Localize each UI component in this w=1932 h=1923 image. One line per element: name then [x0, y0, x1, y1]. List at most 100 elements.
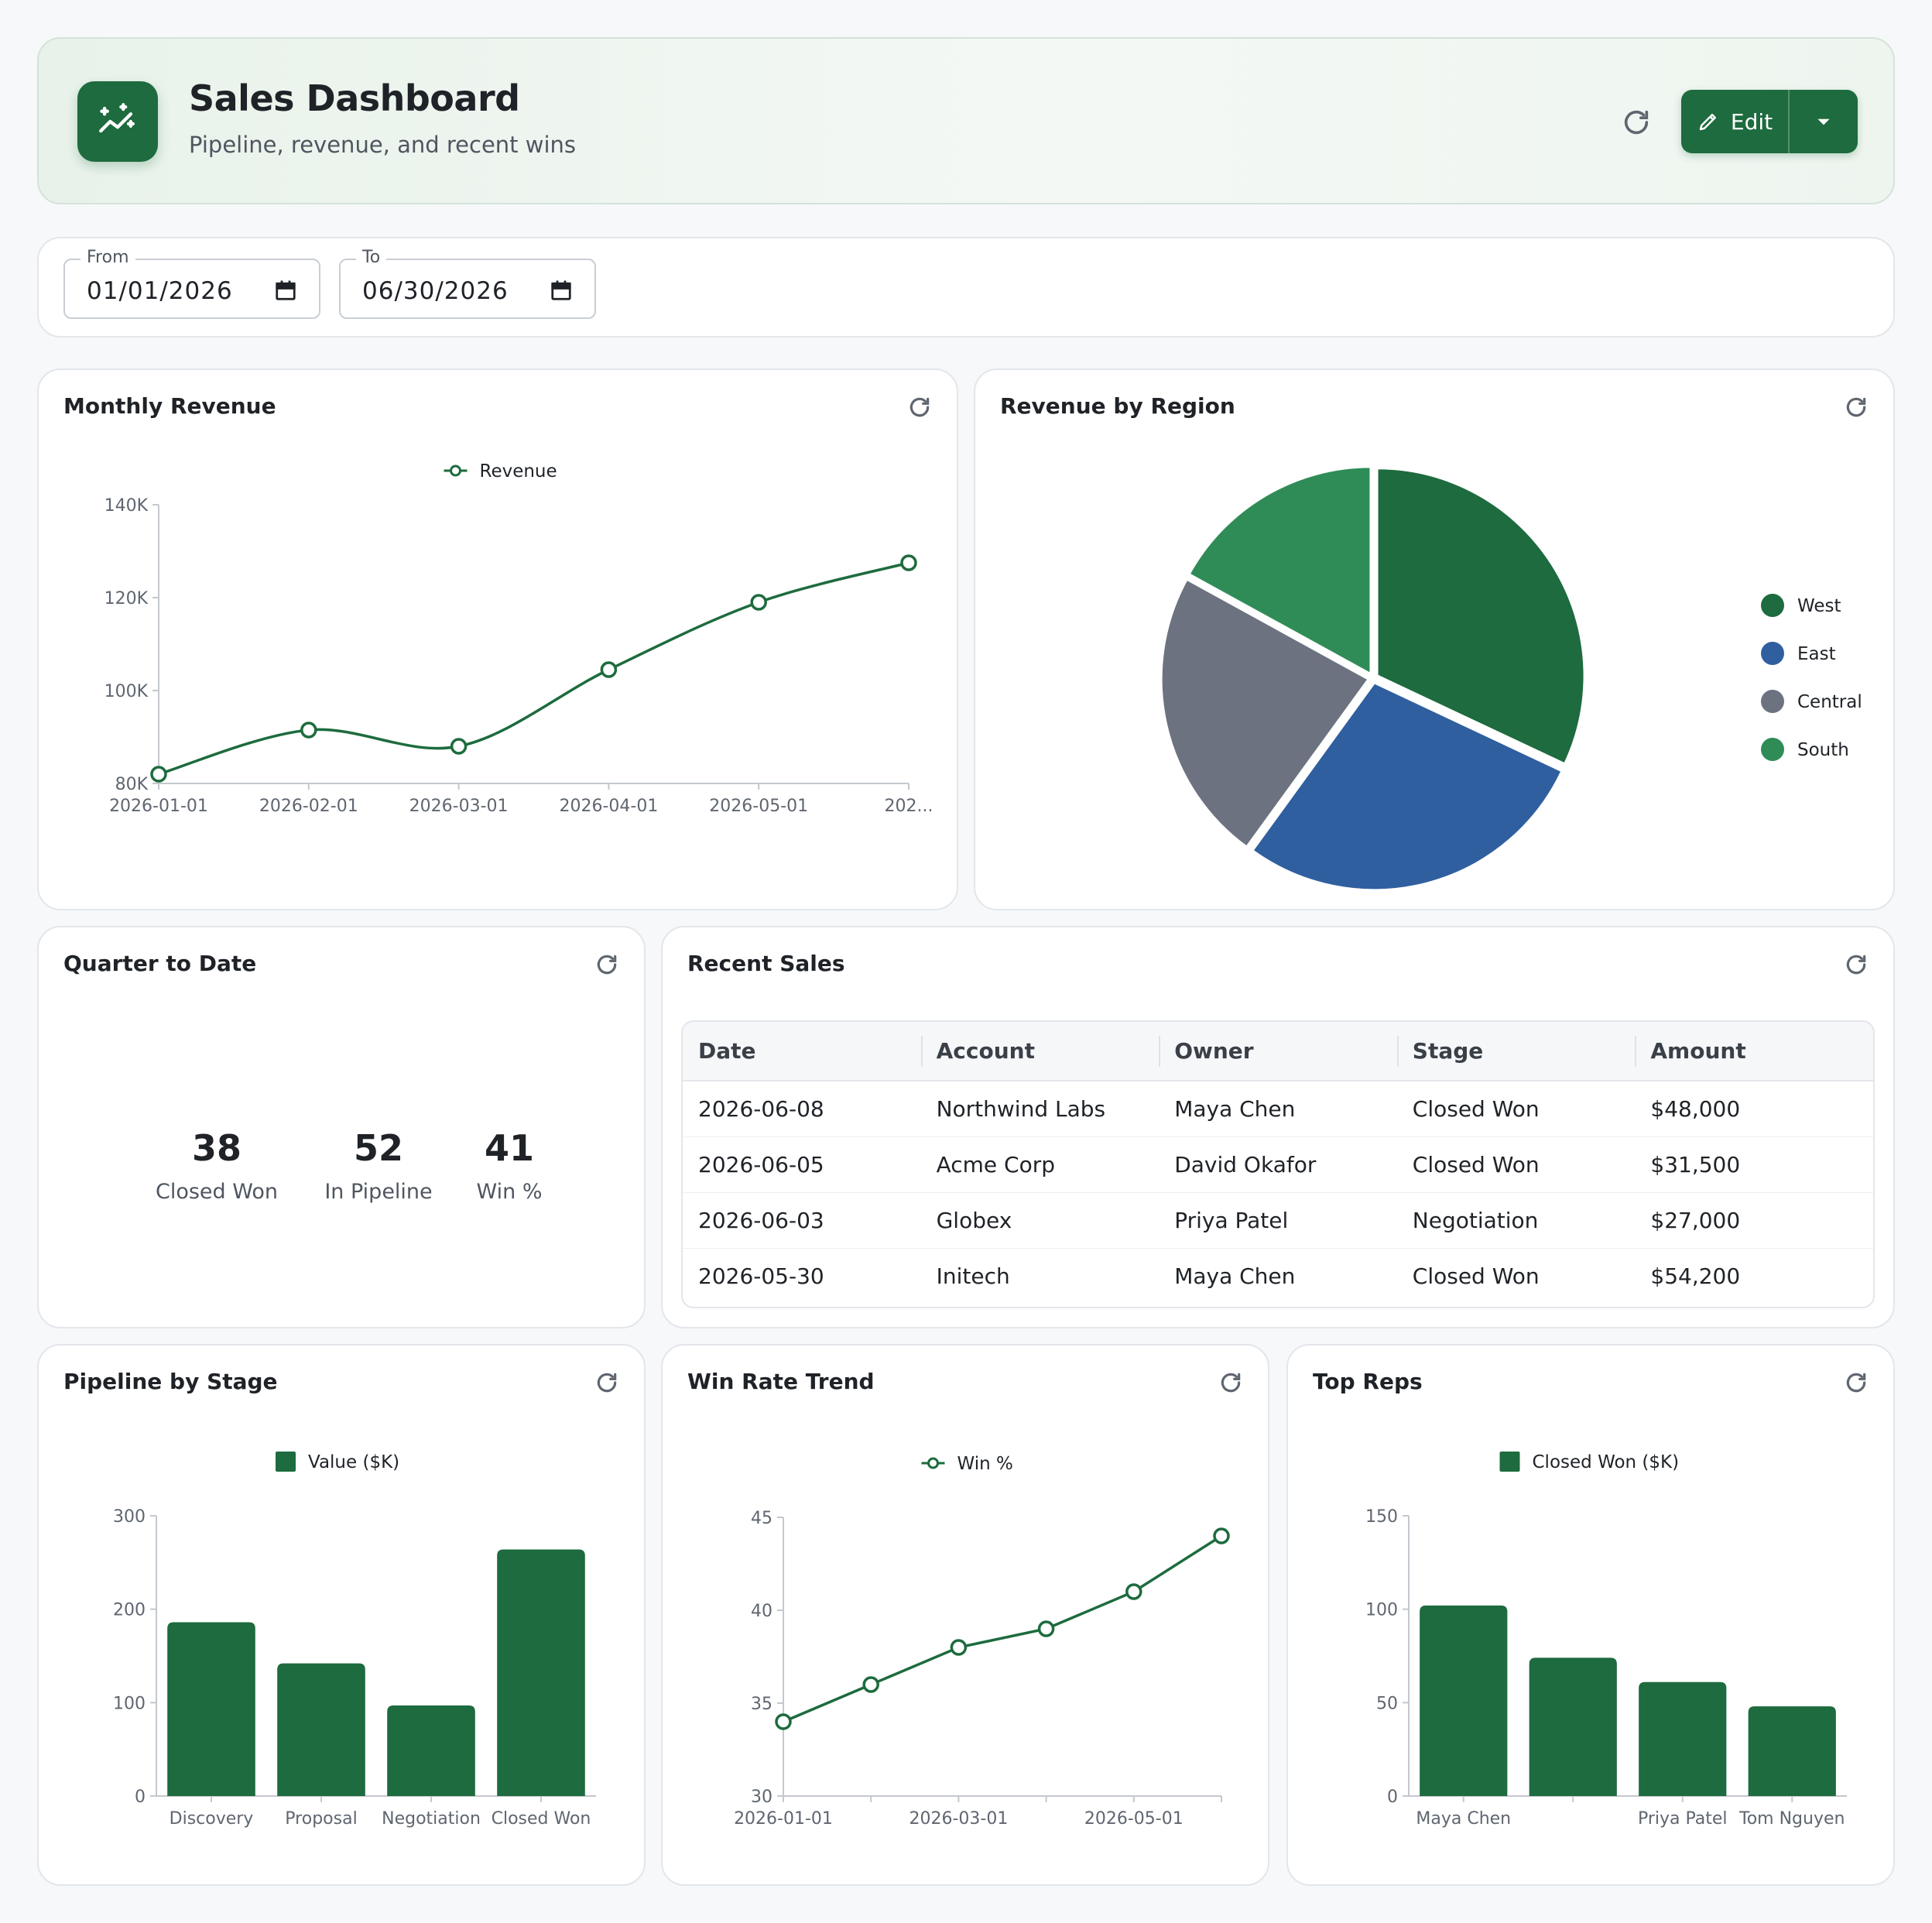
y-tick-label: 100K	[104, 682, 149, 701]
legend-swatch	[1761, 690, 1784, 713]
table-header-row: Date Account Owner Stage Amount	[683, 1022, 1873, 1081]
series-line	[158, 561, 909, 776]
legend-label: Win %	[957, 1454, 1013, 1474]
column-header-account[interactable]: Account	[920, 1022, 1160, 1081]
edit-button[interactable]: Edit	[1681, 90, 1790, 153]
to-date-value: 06/30/2026	[362, 277, 509, 305]
refresh-icon[interactable]	[1842, 1369, 1870, 1397]
kpi-win-percent: 41 Win %	[463, 1127, 556, 1204]
recent-sales-table: Date Account Owner Stage Amount 2026-06-…	[681, 1020, 1875, 1308]
table-row[interactable]: 2026-06-05 Acme Corp David Okafor Closed…	[683, 1136, 1873, 1193]
cell-amount: $48,000	[1635, 1081, 1873, 1137]
column-header-owner[interactable]: Owner	[1159, 1022, 1397, 1081]
bar	[1529, 1657, 1617, 1796]
y-tick-label: 30	[751, 1788, 772, 1807]
calendar-icon[interactable]	[550, 279, 573, 302]
x-tick-label: 2026-01-01	[734, 1809, 833, 1829]
page-subtitle: Pipeline, revenue, and recent wins	[189, 132, 577, 158]
x-tick-label: 2026-05-01	[709, 797, 808, 816]
column-header-amount[interactable]: Amount	[1635, 1022, 1873, 1081]
refresh-icon[interactable]	[1618, 104, 1655, 141]
legend-label: Central	[1797, 692, 1862, 712]
card-title: Pipeline by Stage	[63, 1369, 278, 1394]
cell-stage: Closed Won	[1396, 1081, 1636, 1137]
recent-sales-card: Recent Sales Date Account Owner Stage Am…	[661, 926, 1895, 1328]
x-tick-label: Proposal	[285, 1809, 357, 1829]
edit-button-label: Edit	[1730, 108, 1773, 135]
monthly-revenue-card: Monthly Revenue Revenue 80K 100K 120K 140K 20…	[37, 368, 958, 910]
page-title: Sales Dashboard	[189, 77, 520, 119]
from-date-field[interactable]: From 01/01/2026	[63, 248, 320, 319]
to-date-field[interactable]: To 06/30/2026	[339, 248, 596, 319]
y-tick-label: 120K	[104, 589, 149, 608]
win-rate-trend-card: Win Rate Trend Win % 30 35 40 45 2026-01-01 20…	[661, 1344, 1269, 1886]
cell-account: Northwind Labs	[920, 1081, 1160, 1137]
y-tick-label: 35	[751, 1695, 772, 1714]
x-tick-label: Tom Nguyen	[1738, 1809, 1845, 1829]
cell-stage: Closed Won	[1412, 1263, 1540, 1289]
data-point	[750, 594, 767, 611]
pie-slice	[1187, 465, 1372, 676]
cell-stage: Closed Won	[1396, 1136, 1636, 1193]
quarter-to-date-card: Quarter to Date 38 Closed Won 52 In Pipe…	[37, 926, 646, 1328]
win-rate-trend-chart: Win % 30 35 40 45 2026-01-01 2026-03-01 2026-05…	[734, 1454, 1230, 1829]
cell-owner: David Okafor	[1159, 1136, 1397, 1193]
y-tick-label: 150	[1365, 1507, 1398, 1527]
legend-label: Value ($K)	[308, 1452, 399, 1472]
y-tick-label: 140K	[104, 496, 149, 516]
x-tick-label: Maya Chen	[1416, 1809, 1511, 1829]
top-reps-chart: Closed Won ($K) 0 50 100 150 Maya Chen Priya P…	[1365, 1452, 1847, 1829]
pipeline-by-stage-chart: Value ($K) 0 100 200 300 Discovery Proposal Neg…	[113, 1452, 596, 1829]
data-point	[900, 554, 917, 571]
kpi-value: 41	[484, 1127, 534, 1169]
column-header-stage[interactable]: Stage	[1396, 1022, 1636, 1081]
data-point	[950, 1639, 968, 1656]
y-tick-label: 40	[751, 1602, 772, 1621]
refresh-icon[interactable]	[906, 393, 933, 421]
table-row[interactable]: 2026-05-30 Initech Maya Chen Closed Won …	[683, 1248, 1873, 1304]
cell-owner: Priya Patel	[1159, 1192, 1397, 1249]
column-header-date[interactable]: Date	[683, 1022, 921, 1081]
kpi-value: 38	[191, 1127, 242, 1169]
cell-date: 2026-06-03	[683, 1192, 921, 1249]
from-date-label: From	[80, 248, 135, 267]
legend-label: Closed Won ($K)	[1533, 1452, 1680, 1472]
refresh-icon[interactable]	[1217, 1369, 1245, 1397]
x-tick-label: 2026-04-01	[559, 797, 658, 816]
kpi-label: Closed Won	[155, 1180, 279, 1204]
refresh-icon[interactable]	[1842, 393, 1870, 421]
pipeline-by-stage-card: Pipeline by Stage Value ($K) 0 100 200 300 Di…	[37, 1344, 646, 1886]
card-title: Quarter to Date	[63, 951, 257, 976]
calendar-icon[interactable]	[274, 279, 297, 302]
kpi-label: Win %	[476, 1180, 543, 1204]
bar	[387, 1705, 475, 1796]
refresh-icon[interactable]	[593, 951, 621, 979]
cell-amount: $31,500	[1635, 1136, 1873, 1193]
pie-slice	[1160, 578, 1370, 848]
x-tick-label: 2026-01-01	[109, 797, 208, 816]
x-tick-label: 202...	[885, 797, 933, 816]
edit-menu-button[interactable]	[1790, 90, 1858, 153]
page-header: Sales Dashboard Pipeline, revenue, and r…	[37, 37, 1895, 204]
card-title: Win Rate Trend	[687, 1369, 875, 1394]
x-tick-label: Priya Patel	[1638, 1809, 1728, 1829]
refresh-icon[interactable]	[1842, 951, 1870, 979]
y-tick-label: 300	[113, 1507, 146, 1527]
top-reps-card: Top Reps Closed Won ($K) 0 50 100 150 Maya Ch…	[1286, 1344, 1895, 1886]
y-tick-label: 100	[1365, 1601, 1398, 1620]
table-row[interactable]: 2026-06-08 Northwind Labs Maya Chen Clos…	[683, 1081, 1873, 1137]
legend-swatch	[1499, 1452, 1520, 1472]
refresh-icon[interactable]	[593, 1369, 621, 1397]
cell-account: Initech	[936, 1263, 1010, 1289]
legend-swatch	[276, 1452, 296, 1472]
legend-label: Revenue	[480, 461, 557, 482]
cell-account: Globex	[920, 1192, 1160, 1249]
kpi-closed-won: 38 Closed Won	[147, 1127, 286, 1204]
x-tick-label: Discovery	[170, 1809, 254, 1829]
y-tick-label: 100	[113, 1694, 146, 1713]
pie-slice	[1375, 467, 1586, 766]
data-point	[150, 766, 167, 783]
series-line	[783, 1534, 1222, 1723]
table-row[interactable]: 2026-06-03 Globex Priya Patel Negotiatio…	[683, 1192, 1873, 1249]
kpi-label: In Pipeline	[324, 1180, 433, 1204]
